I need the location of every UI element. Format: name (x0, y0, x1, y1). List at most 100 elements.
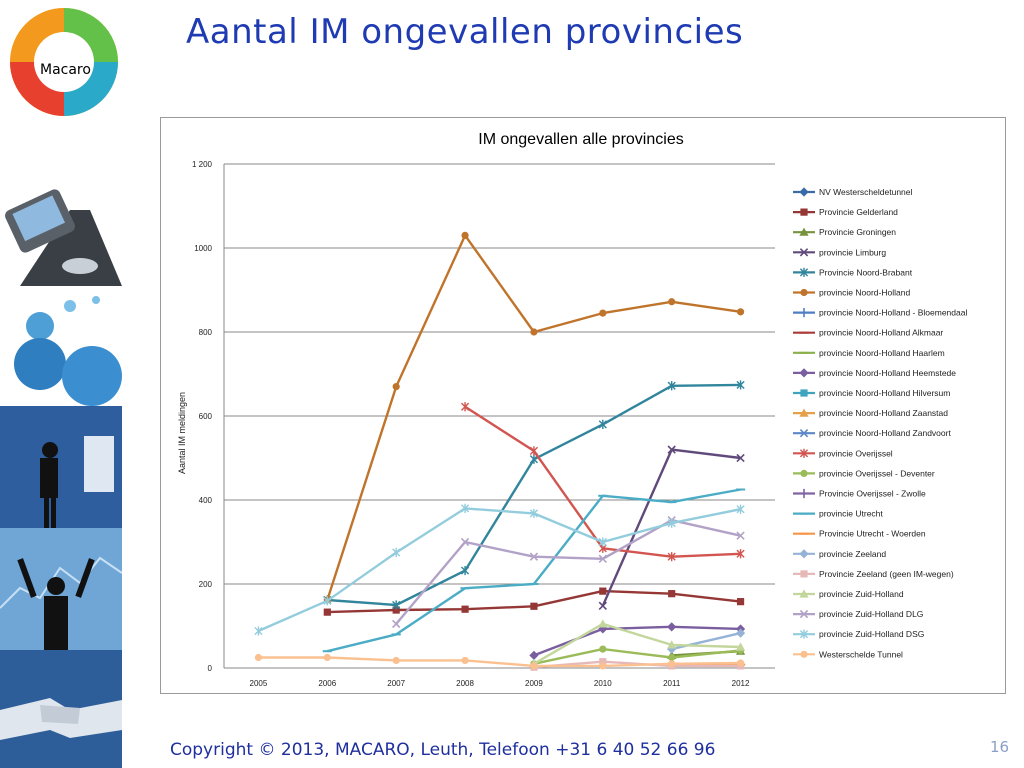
legend-label: Provincie Groningen (819, 227, 896, 237)
data-point (254, 653, 263, 662)
data-point (599, 662, 607, 670)
decorative-side-strip (0, 170, 122, 768)
data-point (667, 622, 677, 632)
legend-entry: Provincie Noord-Brabant (793, 267, 913, 277)
copyright-footer: Copyright © 2013, MACARO, Leuth, Telefoo… (170, 740, 716, 760)
data-point (460, 402, 470, 412)
legend-entry: provincie Zuid-Holland DSG (793, 629, 924, 639)
data-point (323, 596, 332, 606)
legend-entry: provincie Overijssel (793, 448, 893, 458)
y-tick-label: 400 (199, 496, 213, 505)
data-point (667, 381, 676, 391)
legend-label: provincie Overijssel (819, 448, 893, 458)
data-point (392, 619, 401, 629)
legend-entry: NV Westerscheldetunnel (793, 187, 913, 197)
data-point (599, 309, 607, 317)
slide-title: Aantal IM ongevallen provincies (186, 12, 744, 52)
data-point (461, 231, 469, 239)
legend-swatch-marker (799, 429, 809, 438)
legend-label: Provincie Zeeland (geen IM-wegen) (819, 569, 954, 579)
legend-swatch-marker (800, 389, 808, 397)
data-point (667, 552, 676, 562)
legend-entry: provincie Noord-Holland Zaanstad (793, 408, 948, 418)
legend-entry: provincie Noord-Holland - Bloemendaal (793, 308, 967, 318)
data-point (529, 508, 539, 519)
data-point (667, 640, 677, 649)
data-point (460, 537, 470, 547)
data-point (599, 658, 607, 666)
x-tick-label: 2012 (732, 679, 750, 688)
x-tick-label: 2005 (250, 679, 268, 688)
data-point (736, 504, 745, 514)
data-point (668, 590, 676, 598)
series-16 (322, 488, 746, 653)
series-21 (392, 515, 745, 629)
legend-swatch-marker (799, 448, 809, 458)
series-20 (529, 619, 746, 668)
series-line (464, 405, 741, 558)
handshake-image (0, 650, 122, 768)
data-point (461, 656, 469, 665)
legend-swatch-marker (799, 408, 809, 417)
legend-swatch-marker (800, 208, 808, 216)
y-tick-label: 200 (199, 580, 213, 589)
legend-swatch-marker (799, 629, 809, 639)
legend-swatch-marker (800, 469, 808, 477)
legend-label: Provincie Utrecht - Woerden (819, 529, 926, 539)
legend-swatch-marker (799, 368, 809, 378)
legend: NV Westerscheldetunnel Provincie Gelderla… (793, 187, 967, 659)
data-point (736, 453, 745, 463)
data-point (460, 565, 470, 576)
legend-entry: provincie Overijssel - Deventer (793, 468, 935, 478)
legend-label: provincie Overijssel - Deventer (819, 468, 935, 478)
legend-label: provincie Limburg (819, 247, 886, 257)
series-line (533, 647, 741, 665)
series-18 (667, 628, 746, 654)
legend-label: provincie Zuid-Holland DLG (819, 609, 923, 619)
data-point (529, 650, 539, 660)
data-point (735, 642, 746, 651)
data-point (254, 626, 263, 636)
series-5 (323, 231, 745, 604)
line-chart: IM ongevallen alle provincies Aantal IM … (177, 131, 967, 688)
data-point (392, 606, 400, 614)
legend-entry: Provincie Zeeland (geen IM-wegen) (793, 569, 954, 579)
legend-label: provincie Noord-Holland - Bloemendaal (819, 308, 967, 318)
legend-swatch-marker (799, 549, 809, 559)
globes-image (0, 286, 122, 406)
legend-swatch-marker (799, 308, 809, 318)
data-point (392, 600, 401, 610)
data-point (530, 662, 538, 670)
series-4 (323, 380, 745, 610)
x-tick-label: 2010 (594, 679, 612, 688)
legend-label: Provincie Noord-Brabant (819, 267, 913, 277)
legend-swatch-marker (799, 488, 809, 499)
grid-lines (224, 163, 775, 669)
legend-entry: provincie Zuid-Holland (793, 589, 904, 599)
data-point (736, 659, 745, 667)
legend-label: Provincie Gelderland (819, 207, 898, 217)
y-tick-label: 1 200 (192, 160, 213, 169)
legend-entry: provincie Zeeland (793, 549, 886, 559)
data-point (529, 552, 539, 561)
legend-label: provincie Zuid-Holland DSG (819, 629, 924, 639)
legend-entry: Provincie Utrecht - Woerden (793, 529, 926, 539)
legend-swatch-marker (799, 589, 809, 598)
legend-swatch-marker (799, 267, 809, 277)
data-point (598, 554, 607, 563)
axes: 0 200 400 600 800 1000 1 200 2005 2006 2007 2008 20… (192, 160, 750, 688)
data-point (529, 446, 539, 456)
legend-entry: provincie Noord-Holland (793, 288, 910, 298)
x-tick-label: 2007 (387, 679, 405, 688)
data-point (323, 608, 331, 616)
legend-entry: provincie Zuid-Holland DLG (793, 609, 923, 619)
legend-swatch-marker (799, 187, 809, 197)
legend-entry: provincie Noord-Holland Heemstede (793, 368, 956, 378)
page-number: 16 (990, 738, 1010, 756)
data-point (736, 308, 745, 316)
data-point (667, 518, 676, 528)
legend-entry: Westerschelde Tunnel (793, 649, 903, 659)
series-layer (254, 231, 746, 671)
data-point (668, 653, 676, 662)
legend-entry: provincie Noord-Holland Zandvoort (793, 428, 951, 438)
